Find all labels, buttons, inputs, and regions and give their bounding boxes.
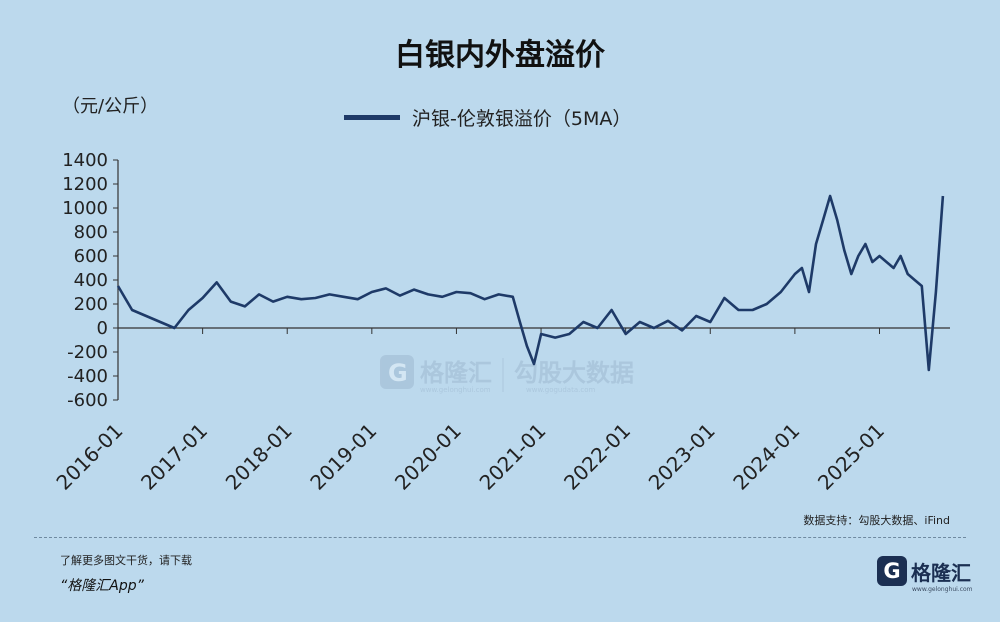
watermark-logo-letter: G (388, 359, 408, 387)
legend: 沪银-伦敦银溢价（5MA） (344, 104, 631, 131)
x-tick-label: 2023-01 (644, 419, 720, 495)
x-tick-label: 2018-01 (221, 419, 297, 495)
y-tick-label: -600 (67, 390, 108, 411)
brand-logo-icon: G (877, 556, 907, 586)
x-tick-label: 2019-01 (305, 419, 381, 495)
y-tick-label: 800 (74, 222, 108, 243)
y-tick-label: 600 (74, 246, 108, 267)
y-tick-label: -400 (67, 366, 108, 387)
x-tick-label: 2020-01 (390, 419, 466, 495)
x-tick-label: 2021-01 (475, 419, 551, 495)
x-tick-label: 2025-01 (813, 419, 889, 495)
brand-logo: G 格隆汇 (877, 556, 971, 586)
promo-app-name: “格隆汇App” (60, 578, 144, 594)
brand-name: 格隆汇 (911, 560, 971, 585)
data-source: 数据支持：勾股大数据、iFind (803, 514, 950, 527)
x-tick-label: 2022-01 (559, 419, 635, 495)
y-tick-label: 1400 (62, 150, 108, 171)
divider (34, 537, 966, 538)
watermark-partner-sub: www.gogudata.com (526, 386, 595, 394)
watermark-partner: 勾股大数据 (514, 359, 634, 387)
y-axis-unit: （元/公斤） (62, 96, 159, 117)
y-tick-label: 400 (74, 270, 108, 291)
watermark: G 格隆汇 www.gelonghui.com 勾股大数据 www.goguda… (380, 355, 634, 394)
y-tick-label: 1000 (62, 198, 108, 219)
legend-swatch (344, 115, 400, 120)
legend-label: 沪银-伦敦银溢价（5MA） (412, 108, 632, 130)
x-tick-label: 2016-01 (51, 419, 127, 495)
x-tick-label: 2024-01 (728, 419, 804, 495)
watermark-logo-icon (380, 355, 414, 389)
y-tick-label: 200 (74, 294, 108, 315)
watermark-brand: 格隆汇 (420, 359, 492, 387)
series-line (116, 194, 945, 372)
x-tick-label: 2017-01 (136, 419, 212, 495)
promo-text: 了解更多图文干货，请下载 (60, 554, 192, 567)
chart-title: 白银内外盘溢价 (395, 38, 605, 73)
y-tick-label: -200 (67, 342, 108, 363)
y-tick-label: 0 (97, 318, 108, 339)
brand-url: www.gelonghui.com (912, 586, 973, 593)
watermark-brand-sub: www.gelonghui.com (420, 386, 491, 394)
y-tick-label: 1200 (62, 174, 108, 195)
